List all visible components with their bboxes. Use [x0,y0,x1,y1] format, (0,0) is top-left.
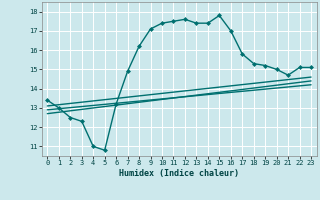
X-axis label: Humidex (Indice chaleur): Humidex (Indice chaleur) [119,169,239,178]
